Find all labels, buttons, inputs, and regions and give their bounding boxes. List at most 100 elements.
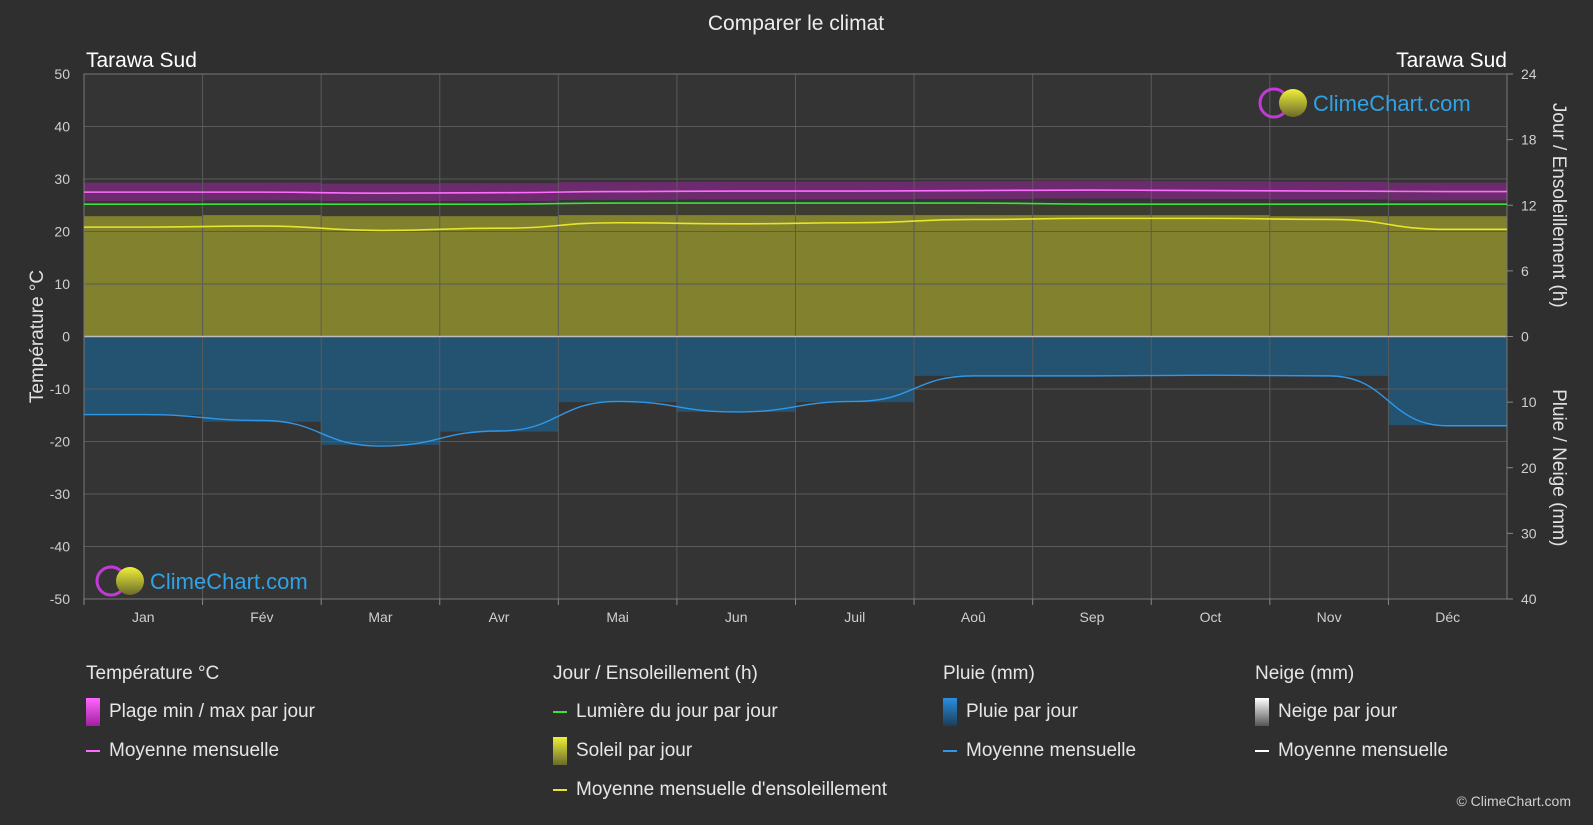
- x-tick-label: Jan: [132, 609, 155, 625]
- legend-title-snow: Neige (mm): [1255, 663, 1355, 684]
- daylight-bar: [1388, 204, 1508, 217]
- sunshine-bar: [202, 215, 322, 337]
- rain-bar: [795, 336, 915, 403]
- legend-temperature: Température °C Plage min / max par jour …: [86, 662, 315, 778]
- rain-bar: [439, 336, 559, 432]
- daylight-line: [84, 202, 1507, 205]
- y-left-tick-label: 20: [54, 224, 70, 240]
- daylight-bar: [321, 204, 441, 217]
- y-left-tick-label: -10: [50, 381, 70, 397]
- sunshine-bar: [558, 215, 678, 337]
- sunshine-swatch: [553, 737, 567, 765]
- snow-mean-swatch: [1255, 750, 1269, 752]
- logo-sun-icon: [116, 567, 144, 595]
- legend-label-snow-mean: Moyenne mensuelle: [1278, 740, 1449, 761]
- watermark-logo-bottom: ClimeChart.com: [95, 565, 308, 597]
- daylight-bar: [914, 203, 1034, 216]
- x-tick-label: Oct: [1200, 609, 1222, 625]
- location-right: Tarawa Sud: [1396, 49, 1507, 72]
- legend-label-sunshine-mean: Moyenne mensuelle d'ensoleillement: [576, 779, 887, 800]
- y-right-top-tick-label: 24: [1521, 66, 1537, 82]
- legend-sunshine: Jour / Ensoleillement (h) Lumière du jou…: [553, 662, 887, 817]
- y-right-bottom-tick-label: 40: [1521, 591, 1537, 607]
- y-left-tick-label: -30: [50, 486, 70, 502]
- y-right-bottom-axis-title: Pluie / Neige (mm): [1548, 389, 1569, 546]
- x-tick-label: Juil: [844, 609, 865, 625]
- daylight-bar: [439, 204, 559, 217]
- sunshine-mean-line: [84, 217, 1507, 232]
- legend-item-temp-range: Plage min / max par jour: [86, 698, 315, 726]
- daylight-bar: [676, 203, 796, 216]
- legend-label-rain-mean: Moyenne mensuelle: [966, 740, 1137, 761]
- sunshine-bar: [321, 216, 441, 337]
- legend-label-snow: Neige par jour: [1278, 701, 1398, 722]
- rain-mean-line: [84, 374, 1507, 447]
- x-tick-label: Mar: [368, 609, 392, 625]
- location-left: Tarawa Sud: [86, 49, 197, 72]
- temp-mean-line: [84, 189, 1507, 194]
- daylight-bar: [1151, 204, 1271, 216]
- rain-bar: [202, 336, 322, 422]
- chart-title: Comparer le climat: [708, 12, 884, 35]
- x-tick-label: Nov: [1317, 609, 1342, 625]
- daylight-bar: [795, 203, 915, 216]
- y-left-tick-label: 30: [54, 171, 70, 187]
- y-right-bottom-tick-label: 20: [1521, 460, 1537, 476]
- legend-item-rain-mean: Moyenne mensuelle: [943, 739, 1136, 763]
- legend-rain: Pluie (mm) Pluie par jour Moyenne mensue…: [943, 662, 1136, 778]
- sunshine-bar: [1032, 215, 1152, 337]
- x-tick-label: Fév: [250, 609, 273, 625]
- logo-sun-icon: [1279, 89, 1307, 117]
- rain-mean-swatch: [943, 750, 957, 752]
- legend-label-daylight: Lumière du jour par jour: [576, 701, 778, 722]
- legend-label-temp-mean: Moyenne mensuelle: [109, 740, 280, 761]
- rain-bar: [1032, 336, 1152, 376]
- legend-item-sunshine: Soleil par jour: [553, 737, 887, 765]
- watermark-logo-top: ClimeChart.com: [1258, 87, 1471, 119]
- legend-title-temperature: Température °C: [86, 663, 220, 684]
- y-left-tick-label: -40: [50, 539, 70, 555]
- x-tick-label: Jun: [725, 609, 748, 625]
- y-right-bottom-tick-label: 10: [1521, 394, 1537, 410]
- sunshine-bar: [439, 216, 559, 337]
- climate-chart: Comparer le climat Tarawa Sud Tarawa Sud…: [27, 12, 1569, 625]
- y-left-tick-label: 0: [62, 329, 70, 345]
- rain-bar: [558, 336, 678, 403]
- x-tick-label: Sep: [1079, 609, 1104, 625]
- y-left-tick-label: 40: [54, 119, 70, 135]
- sunshine-bar: [914, 215, 1034, 337]
- legend-label-temp-range: Plage min / max par jour: [109, 701, 315, 722]
- y-left-axis-title: Température °C: [27, 270, 48, 403]
- daylight-bar: [1269, 204, 1389, 217]
- rain-bar: [914, 336, 1034, 376]
- legend: Température °C Plage min / max par jour …: [0, 662, 1593, 812]
- y-left-tick-label: -50: [50, 591, 70, 607]
- legend-item-daylight: Lumière du jour par jour: [553, 700, 887, 724]
- temp-mean-swatch: [86, 750, 100, 752]
- daylight-bar: [202, 204, 322, 216]
- y-right-top-tick-label: 0: [1521, 329, 1529, 345]
- y-left-tick-label: 10: [54, 276, 70, 292]
- y-left-tick-label: -20: [50, 434, 70, 450]
- rain-bar: [321, 336, 441, 445]
- sunshine-bar: [1388, 216, 1508, 337]
- sunshine-bar: [1269, 216, 1389, 337]
- copyright: © ClimeChart.com: [1456, 793, 1571, 809]
- sunshine-bar: [1151, 215, 1271, 337]
- x-tick-label: Déc: [1435, 609, 1460, 625]
- x-tick-label: Aoû: [961, 609, 986, 625]
- legend-item-snow-mean: Moyenne mensuelle: [1255, 739, 1448, 763]
- daylight-bar: [558, 203, 678, 216]
- y-right-top-tick-label: 18: [1521, 132, 1537, 148]
- daylight-swatch: [553, 711, 567, 713]
- daylight-bar: [1032, 204, 1152, 216]
- temp-range-swatch: [86, 698, 100, 726]
- y-left-tick-label: 50: [54, 66, 70, 82]
- rain-bar: [1151, 336, 1271, 376]
- snow-swatch: [1255, 698, 1269, 726]
- legend-item-sunshine-mean: Moyenne mensuelle d'ensoleillement: [553, 778, 887, 802]
- rain-bar: [84, 336, 204, 416]
- y-right-top-axis-title: Jour / Ensoleillement (h): [1548, 103, 1569, 308]
- daylight-bar: [84, 204, 204, 217]
- rain-bar: [676, 336, 796, 412]
